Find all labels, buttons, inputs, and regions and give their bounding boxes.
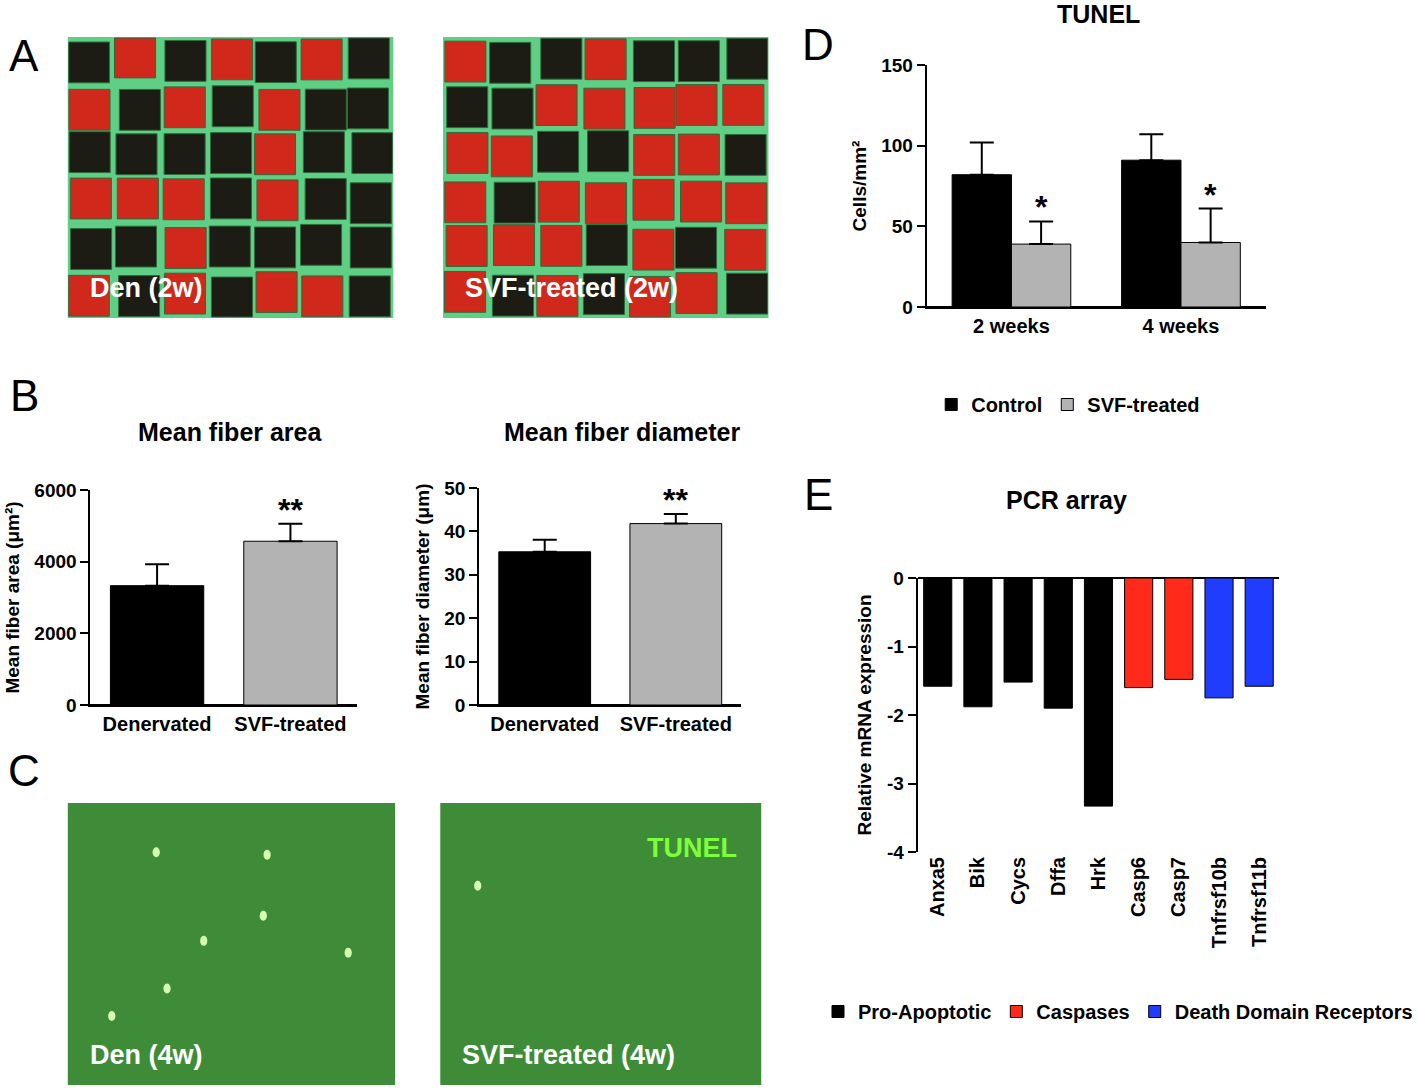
svg-text:2 weeks: 2 weeks [973, 315, 1050, 337]
svg-text:4 weeks: 4 weeks [1143, 315, 1220, 337]
svg-text:0: 0 [902, 297, 913, 318]
svg-text:6000: 6000 [34, 480, 76, 501]
svg-text:Mean fiber area (μm²): Mean fiber area (μm²) [2, 501, 23, 693]
svg-text:SVF-treated: SVF-treated [620, 713, 732, 735]
svg-text:Tnfrsf11b: Tnfrsf11b [1248, 857, 1270, 947]
svg-text:TUNEL: TUNEL [1057, 0, 1140, 28]
svg-text:Caspases: Caspases [1036, 1001, 1129, 1023]
svg-text:Mean fiber area: Mean fiber area [138, 418, 323, 446]
svg-text:40: 40 [444, 521, 465, 542]
svg-text:Mean fiber diameter (μm): Mean fiber diameter (μm) [412, 484, 433, 710]
svg-text:Cells/mm²: Cells/mm² [849, 141, 870, 232]
svg-text:Denervated: Denervated [490, 713, 599, 735]
svg-text:10: 10 [444, 651, 465, 672]
svg-text:20: 20 [444, 608, 465, 629]
svg-text:PCR array: PCR array [1006, 486, 1127, 514]
svg-text:0: 0 [455, 695, 466, 716]
svg-text:Mean fiber diameter: Mean fiber diameter [504, 418, 740, 446]
svg-text:150: 150 [881, 55, 913, 76]
svg-text:Casp7: Casp7 [1167, 857, 1189, 917]
svg-text:Death Domain Receptors: Death Domain Receptors [1175, 1001, 1413, 1023]
svg-text:D: D [802, 20, 834, 69]
svg-text:Den (2w): Den (2w) [90, 273, 203, 303]
svg-text:2000: 2000 [34, 623, 76, 644]
svg-text:Anxa5: Anxa5 [926, 857, 948, 917]
svg-text:SVF-treated (2w): SVF-treated (2w) [465, 273, 678, 303]
svg-text:Bik: Bik [966, 856, 988, 888]
svg-text:E: E [804, 470, 833, 519]
svg-text:Casp6: Casp6 [1127, 857, 1149, 917]
svg-text:Relative mRNA expression: Relative mRNA expression [854, 594, 875, 835]
svg-text:*: * [1204, 177, 1217, 213]
svg-text:Denervated: Denervated [103, 713, 212, 735]
svg-text:C: C [8, 746, 40, 795]
svg-text:Den (4w): Den (4w) [90, 1040, 203, 1070]
svg-text:-1: -1 [887, 636, 904, 657]
svg-text:Hrk: Hrk [1087, 856, 1109, 890]
svg-text:100: 100 [881, 135, 913, 156]
svg-text:Control: Control [971, 394, 1042, 416]
svg-text:TUNEL: TUNEL [647, 833, 737, 863]
svg-text:-3: -3 [887, 773, 904, 794]
svg-text:Dffa: Dffa [1047, 856, 1069, 896]
svg-text:50: 50 [892, 216, 913, 237]
svg-text:4000: 4000 [34, 551, 76, 572]
svg-text:B: B [10, 371, 39, 420]
svg-text:0: 0 [893, 568, 904, 589]
svg-text:0: 0 [66, 695, 77, 716]
svg-text:A: A [9, 31, 39, 80]
svg-text:Tnfrsf10b: Tnfrsf10b [1208, 857, 1230, 948]
svg-text:**: ** [663, 482, 688, 518]
svg-text:50: 50 [444, 478, 465, 499]
svg-text:SVF-treated: SVF-treated [1087, 394, 1199, 416]
svg-text:*: * [1035, 189, 1048, 225]
svg-text:Pro-Apoptotic: Pro-Apoptotic [858, 1001, 991, 1023]
svg-text:-4: -4 [887, 842, 904, 863]
svg-text:-2: -2 [887, 705, 904, 726]
svg-text:SVF-treated: SVF-treated [234, 713, 346, 735]
svg-text:Cycs: Cycs [1007, 857, 1029, 905]
svg-text:30: 30 [444, 564, 465, 585]
svg-text:**: ** [278, 492, 303, 528]
svg-text:SVF-treated (4w): SVF-treated (4w) [462, 1040, 675, 1070]
